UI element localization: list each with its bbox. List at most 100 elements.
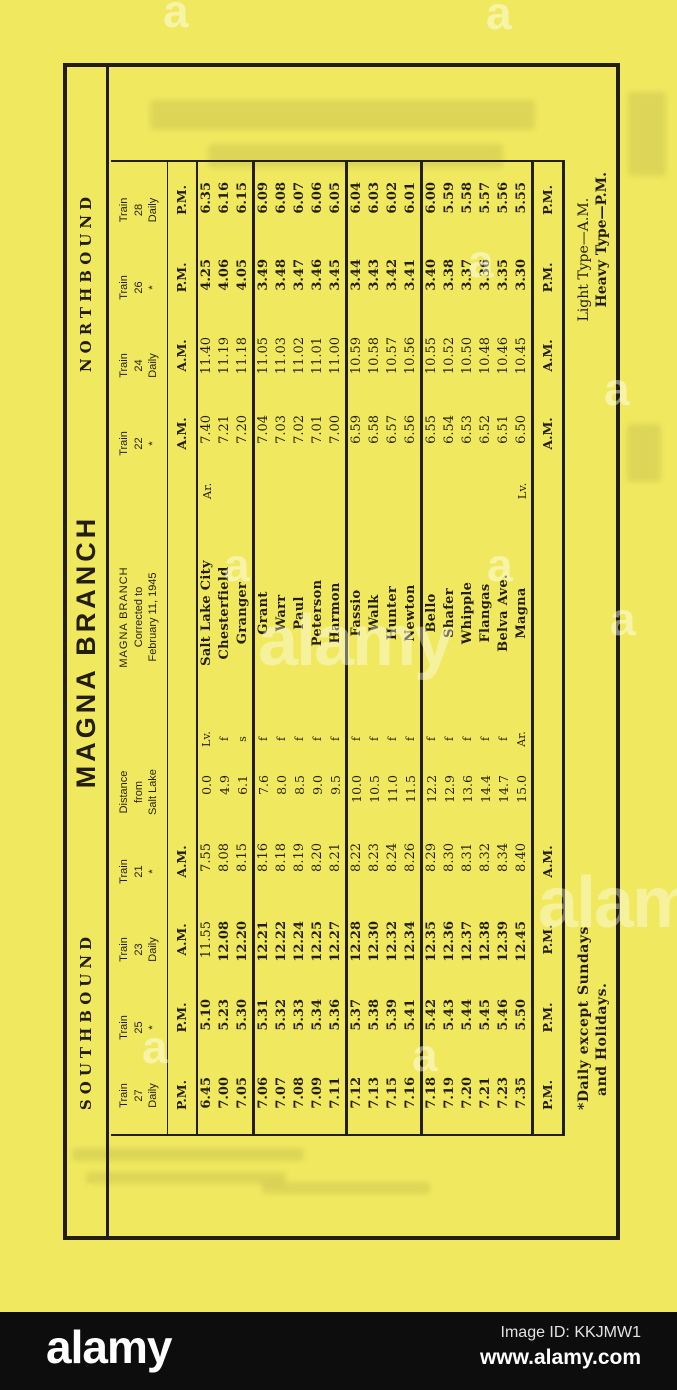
time-cell: 12.25 (310, 921, 326, 962)
stop-flag-right (346, 473, 366, 509)
time-cell: 3.49 (256, 258, 272, 291)
bleed-through-artifact (628, 92, 666, 176)
bleed-through-artifact (262, 1182, 430, 1194)
station-name: Bello (424, 593, 440, 633)
train-24-header: Train 24 Daily (110, 316, 168, 395)
station-name: Hunter (385, 585, 401, 641)
time-cell: 5.23 (217, 999, 233, 1031)
time-cell: 3.44 (349, 258, 365, 291)
footnote-band: *Daily except Sundays and Holidays. Ligh… (565, 67, 616, 1236)
time-cell: 8.19 (292, 843, 308, 872)
time-cell: 10.56 (401, 316, 422, 395)
time-cell: 6.08 (274, 181, 290, 214)
time-cell: 4.25 (199, 258, 215, 291)
meridiem-label: P.M. (540, 1002, 556, 1033)
station-row: 7.07 5.32 12.22 8.18 8.0 f Warr 7.03 11.03 3.48 6.… (273, 161, 291, 1135)
stop-flag-left: f (479, 736, 493, 742)
time-cell: 6.01 (401, 160, 422, 239)
time-cell: 7.21 (217, 414, 233, 444)
distance-cell: 15.0 (512, 761, 533, 823)
stop-flag-right (401, 472, 422, 509)
empty-cell (167, 761, 197, 823)
time-cell: 3.42 (385, 258, 401, 291)
time-cell: 12.20 (233, 901, 254, 979)
distance-cell: 12.9 (442, 775, 458, 803)
station-row: 6.45 5.10 11.55 7.55 0.0 Lv. Salt Lake City Ar.… (197, 161, 216, 1135)
station-name: Peterson (310, 579, 326, 647)
time-cell: 4.06 (217, 258, 233, 291)
time-cell: 6.55 (424, 414, 440, 444)
time-cell: 7.40 (199, 414, 215, 444)
watermark-a-icon: a (163, 0, 189, 37)
time-cell: 7.18 (424, 1077, 440, 1109)
time-cell: 7.11 (326, 1057, 347, 1135)
time-cell: 5.43 (442, 999, 458, 1031)
station-name: Harmon (326, 509, 347, 717)
time-cell: 5.57 (478, 181, 494, 214)
time-cell: 12.27 (326, 901, 347, 979)
station-name: Grant (256, 591, 272, 635)
station-name: Flangas (478, 583, 494, 643)
station-row: 7.19 5.43 12.36 8.30 12.9 f Shafer 6.54 10.52 3.3… (441, 161, 459, 1135)
time-cell: 5.30 (233, 979, 254, 1057)
time-cell: 3.46 (310, 258, 326, 291)
time-cell: 5.45 (478, 999, 494, 1031)
time-cell: 7.12 (349, 1077, 365, 1109)
time-cell: 6.54 (442, 414, 458, 444)
time-cell: 7.00 (326, 394, 347, 473)
time-cell: 8.24 (385, 843, 401, 872)
meridiem-label: P.M. (167, 238, 197, 317)
stop-flag-left: f (386, 736, 400, 742)
time-cell: 8.32 (478, 843, 494, 872)
train-28-header: Train 28 Daily (110, 160, 168, 239)
time-cell: 12.22 (274, 921, 290, 962)
stop-flag-left: f (275, 736, 289, 742)
image-id-block: Image ID: KKJMW1 www.alamy.com (480, 1324, 641, 1370)
timetable-grid: Train 27 Daily Train 25 * Train 23 Daily Train… (105, 67, 565, 1236)
meridiem-label: A.M. (167, 901, 197, 979)
time-cell: 6.35 (199, 181, 215, 214)
distance-cell: 6.1 (233, 761, 254, 823)
time-cell: 3.30 (512, 238, 533, 317)
time-cell: 6.09 (256, 181, 272, 214)
meridiem-label: A.M. (167, 316, 197, 395)
time-cell: 6.07 (292, 181, 308, 214)
northbound-heading: NORTHBOUND (77, 191, 96, 373)
time-cell: 5.42 (424, 999, 440, 1031)
stop-flag-left: f (257, 736, 271, 742)
bleed-through-artifact (86, 1172, 286, 1184)
stop-flag-right (309, 473, 327, 509)
stop-flag-right (421, 473, 441, 509)
southbound-heading: SOUTHBOUND (77, 931, 96, 1111)
time-cell: 7.15 (385, 1077, 401, 1109)
time-cell: 3.45 (326, 238, 347, 317)
station-name: Warr (274, 594, 290, 632)
distance-cell: 8.0 (274, 775, 290, 795)
distance-cell: 7.6 (256, 775, 272, 795)
distance-cell: 9.0 (310, 775, 326, 795)
stop-flag-right (495, 473, 513, 509)
station-name: Newton (401, 509, 422, 717)
station-name: Belva Ave. (496, 574, 512, 652)
time-cell: 3.35 (496, 258, 512, 291)
time-cell: 11.05 (256, 336, 272, 375)
stop-flag-left: f (218, 736, 232, 742)
time-cell: 3.48 (274, 258, 290, 291)
time-cell: 6.06 (310, 181, 326, 214)
empty-cell (167, 472, 197, 761)
time-cell: 12.45 (512, 901, 533, 979)
distance-cell: 4.9 (217, 775, 233, 795)
stop-flag-right (326, 472, 347, 509)
stop-flag-right: Ar. (199, 482, 214, 500)
train-header-row: Train 27 Daily Train 25 * Train 23 Daily Train… (110, 160, 168, 1135)
distance-cell: 12.2 (424, 775, 440, 803)
time-cell: 5.41 (401, 979, 422, 1057)
time-cell: 5.34 (310, 999, 326, 1031)
time-cell: 8.20 (310, 843, 326, 872)
time-cell: 7.02 (292, 414, 308, 444)
time-cell: 6.15 (233, 160, 254, 239)
stop-flag-right (384, 473, 402, 509)
train-21-header: Train 21 * (110, 823, 168, 901)
time-cell: 8.15 (233, 823, 254, 901)
